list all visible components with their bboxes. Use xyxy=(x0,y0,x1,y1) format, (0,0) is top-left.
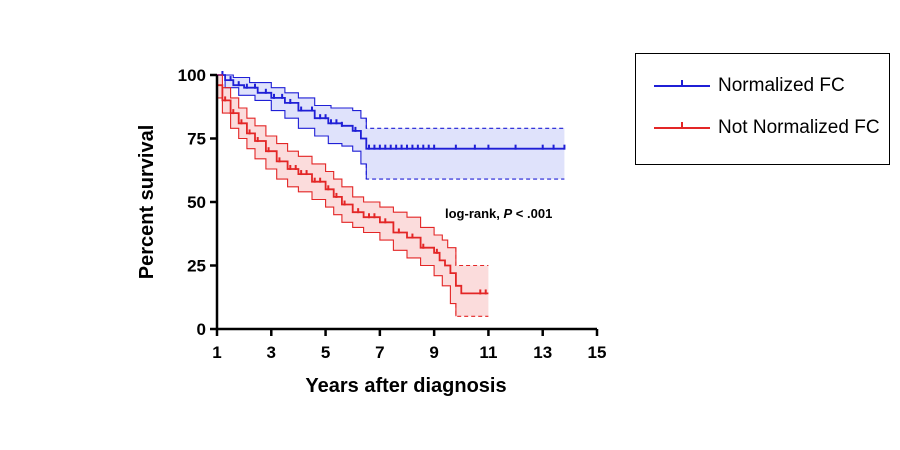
y-tick-label: 100 xyxy=(178,66,206,85)
ci-upper-normalized xyxy=(217,74,367,129)
legend-item-not-normalized: Not Normalized FC xyxy=(636,116,880,140)
legend-line-normalized xyxy=(654,74,710,98)
x-tick-label: 9 xyxy=(429,343,438,362)
x-tick-label: 15 xyxy=(588,343,607,362)
confidence-bands xyxy=(217,75,565,317)
ci-lower-not-normalized xyxy=(217,97,457,317)
x-axis-title: Years after diagnosis xyxy=(305,375,506,397)
x-tick-label: 3 xyxy=(267,343,276,362)
y-tick-label: 25 xyxy=(187,257,206,276)
survival-line-not-normalized xyxy=(217,84,489,295)
ci-lower-normalized xyxy=(217,74,367,180)
log-rank-annotation: log-rank, P < .001 xyxy=(445,206,552,221)
ci-upper-dashed-normalized xyxy=(365,118,565,129)
y-tick-label: 0 xyxy=(197,320,206,339)
ci-upper-dashed-not-normalized xyxy=(455,247,489,267)
ci-upper-not-normalized xyxy=(217,74,457,266)
band-normalized xyxy=(217,75,565,180)
x-tick-label: 13 xyxy=(533,343,552,362)
x-tick-label: 7 xyxy=(375,343,384,362)
x-tick-label: 1 xyxy=(212,343,221,362)
y-tick-label: 50 xyxy=(187,193,206,212)
legend-label-normalized: Normalized FC xyxy=(718,75,845,96)
legend: Normalized FC Not Normalized FC xyxy=(635,53,890,165)
x-tick-label: 11 xyxy=(479,343,497,362)
y-tick-label: 75 xyxy=(187,130,206,149)
survival-curves xyxy=(217,71,566,317)
legend-label-not-normalized: Not Normalized FC xyxy=(718,117,880,138)
legend-line-not-normalized xyxy=(654,116,710,140)
x-tick-label: 5 xyxy=(321,343,330,362)
ci-lower-dashed-normalized xyxy=(365,163,565,180)
y-axis-title: Percent survival xyxy=(136,125,158,280)
legend-item-normalized: Normalized FC xyxy=(636,74,845,98)
